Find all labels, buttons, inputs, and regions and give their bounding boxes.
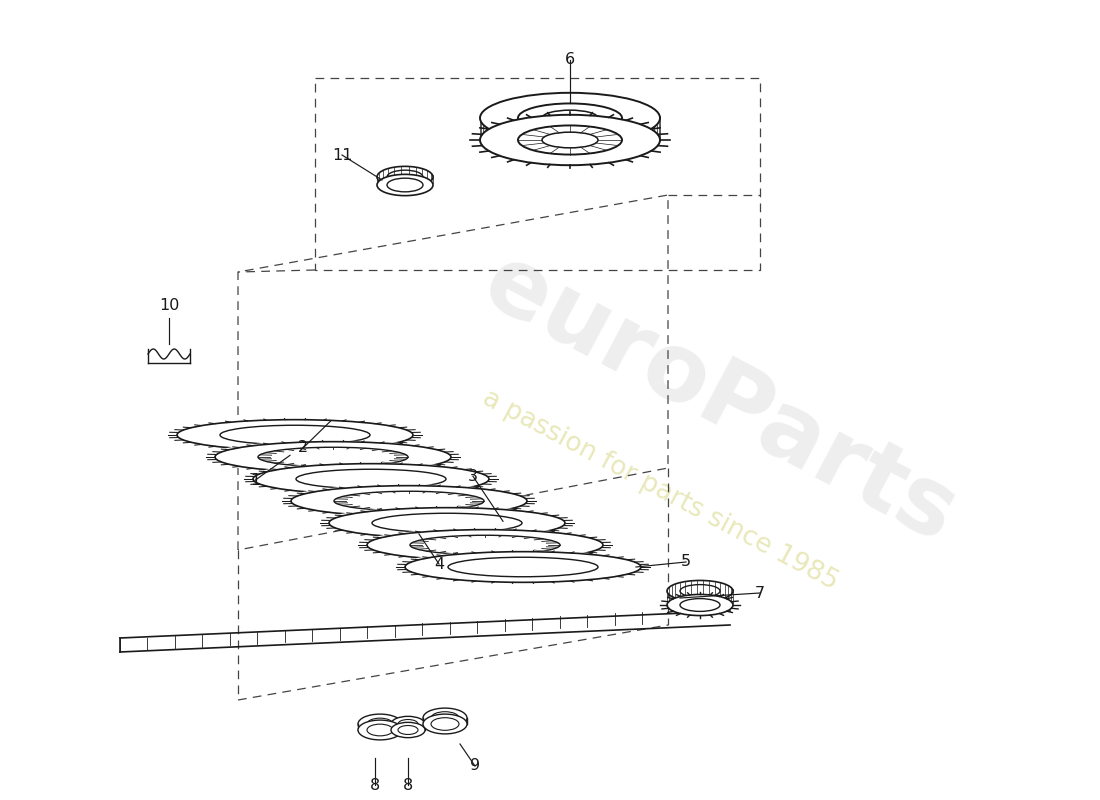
Ellipse shape — [680, 598, 720, 611]
Ellipse shape — [390, 716, 425, 732]
Ellipse shape — [518, 103, 622, 133]
Ellipse shape — [431, 712, 459, 724]
Ellipse shape — [358, 529, 612, 562]
Ellipse shape — [680, 585, 720, 598]
Text: 1: 1 — [250, 473, 260, 488]
Ellipse shape — [424, 714, 468, 734]
Text: 2: 2 — [298, 441, 308, 455]
Text: 10: 10 — [158, 298, 179, 314]
Ellipse shape — [168, 418, 422, 451]
Ellipse shape — [480, 93, 660, 143]
Ellipse shape — [542, 110, 598, 126]
Ellipse shape — [398, 719, 418, 729]
Ellipse shape — [244, 462, 498, 495]
Ellipse shape — [480, 114, 660, 166]
Ellipse shape — [518, 126, 622, 154]
Ellipse shape — [424, 708, 468, 728]
Text: a passion for parts since 1985: a passion for parts since 1985 — [477, 385, 843, 595]
Ellipse shape — [282, 485, 536, 518]
Text: 6: 6 — [565, 52, 575, 67]
Text: euroParts: euroParts — [469, 237, 971, 563]
Ellipse shape — [396, 550, 650, 583]
Ellipse shape — [542, 132, 598, 148]
Text: 8: 8 — [370, 778, 381, 793]
Ellipse shape — [358, 720, 402, 740]
Ellipse shape — [398, 726, 418, 734]
Text: 3: 3 — [468, 469, 478, 484]
Text: 7: 7 — [755, 586, 766, 601]
Ellipse shape — [387, 170, 424, 184]
Ellipse shape — [431, 718, 459, 730]
Ellipse shape — [390, 722, 425, 738]
Ellipse shape — [377, 174, 433, 196]
Text: 8: 8 — [403, 778, 414, 793]
Ellipse shape — [206, 441, 460, 474]
Ellipse shape — [667, 594, 733, 615]
Ellipse shape — [367, 718, 393, 730]
Ellipse shape — [367, 724, 393, 736]
Ellipse shape — [387, 178, 424, 192]
Text: 11: 11 — [332, 147, 352, 162]
Ellipse shape — [320, 506, 574, 539]
Ellipse shape — [358, 714, 402, 734]
Text: 5: 5 — [681, 554, 691, 570]
Text: 4: 4 — [433, 557, 444, 571]
Ellipse shape — [377, 166, 433, 188]
Text: 9: 9 — [470, 758, 480, 774]
Ellipse shape — [667, 581, 733, 602]
